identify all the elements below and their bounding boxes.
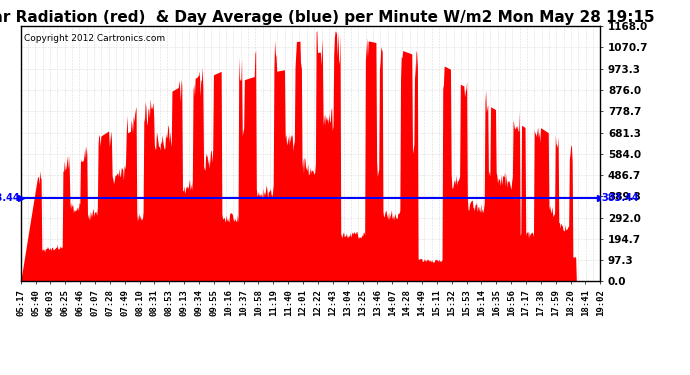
- Text: 383.44: 383.44: [0, 192, 20, 202]
- Text: 383.44: 383.44: [601, 192, 638, 202]
- Text: Copyright 2012 Cartronics.com: Copyright 2012 Cartronics.com: [23, 34, 165, 43]
- Title: Solar Radiation (red)  & Day Average (blue) per Minute W/m2 Mon May 28 19:15: Solar Radiation (red) & Day Average (blu…: [0, 10, 655, 25]
